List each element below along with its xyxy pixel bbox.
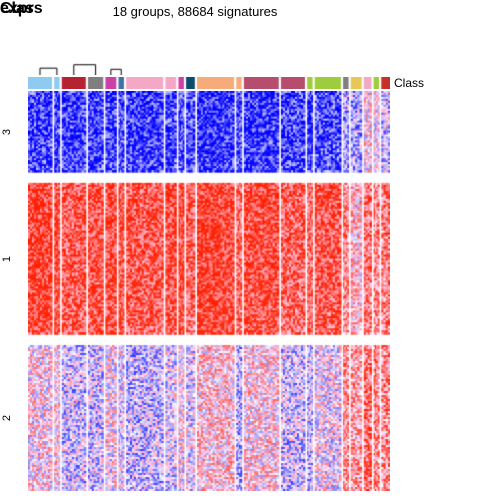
class-legend-title: Class [0, 0, 43, 18]
class-annotation-strip [28, 77, 390, 89]
plot-title: 18 groups, 88684 signatures [0, 4, 390, 19]
row-cluster-label: 3 [1, 128, 13, 134]
class-legend: Class [0, 0, 43, 20]
row-cluster-label: 1 [1, 256, 13, 262]
expr-gradient [0, 20, 18, 120]
column-dendrogram [28, 18, 390, 75]
row-cluster-label: 2 [1, 415, 13, 421]
expression-heatmap [28, 91, 390, 491]
class-strip-label: Class [394, 76, 424, 90]
